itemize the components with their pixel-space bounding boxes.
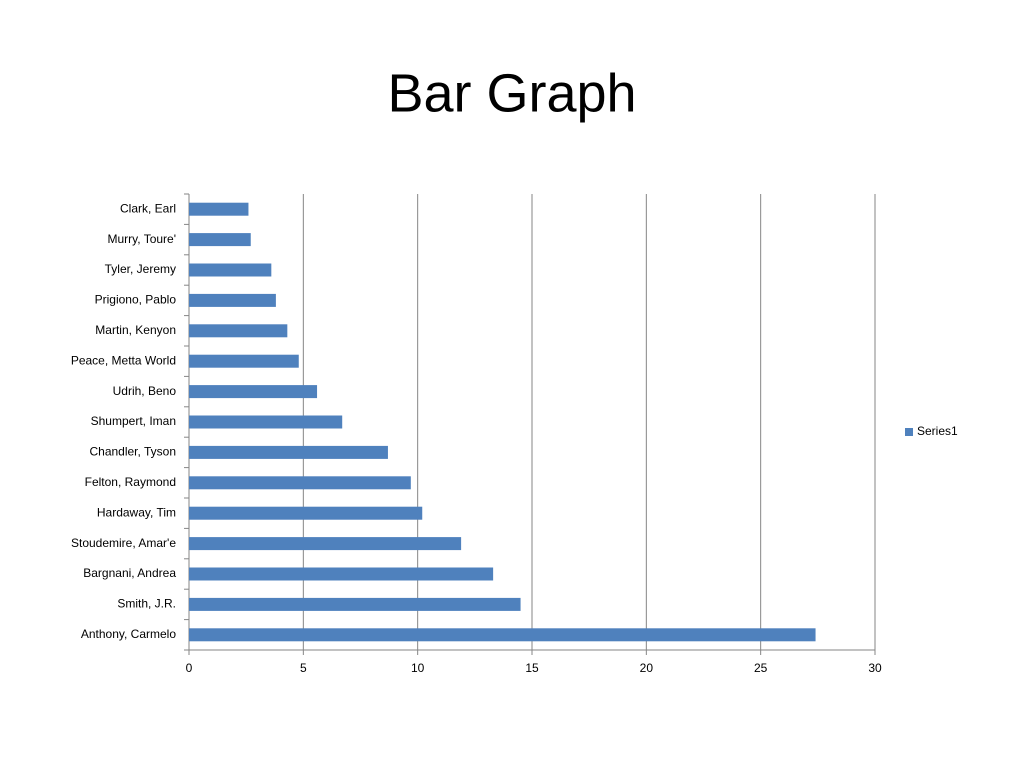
x-tick-label: 5 bbox=[300, 661, 307, 675]
y-tick-label: Bargnani, Andrea bbox=[83, 566, 176, 580]
y-tick-label: Udrih, Beno bbox=[113, 384, 177, 398]
y-tick-label: Murry, Toure' bbox=[107, 232, 176, 246]
bar bbox=[189, 476, 411, 490]
x-tick-label: 30 bbox=[868, 661, 882, 675]
y-tick-label: Chandler, Tyson bbox=[89, 445, 176, 459]
y-tick-label: Martin, Kenyon bbox=[95, 323, 176, 337]
bar bbox=[189, 324, 288, 338]
legend-swatch bbox=[905, 428, 913, 436]
legend-label: Series1 bbox=[917, 424, 958, 438]
y-tick-label: Hardaway, Tim bbox=[97, 505, 176, 519]
x-tick-label: 20 bbox=[640, 661, 654, 675]
y-tick-label: Tyler, Jeremy bbox=[105, 262, 176, 276]
bar bbox=[189, 506, 423, 520]
y-tick-label: Anthony, Carmelo bbox=[81, 627, 176, 641]
x-tick-label: 10 bbox=[411, 661, 425, 675]
y-tick-label: Prigiono, Pablo bbox=[95, 293, 177, 307]
bar bbox=[189, 202, 249, 216]
bar bbox=[189, 445, 388, 459]
bar bbox=[189, 567, 494, 581]
y-tick-label: Peace, Metta World bbox=[71, 353, 176, 367]
y-tick-label: Felton, Raymond bbox=[85, 475, 176, 489]
y-tick-label: Smith, J.R. bbox=[117, 597, 176, 611]
y-tick-label: Shumpert, Iman bbox=[91, 414, 176, 428]
y-tick-label: Clark, Earl bbox=[120, 201, 176, 215]
x-tick-label: 15 bbox=[525, 661, 539, 675]
y-tick-label: Stoudemire, Amar'e bbox=[71, 536, 176, 550]
bar bbox=[189, 537, 462, 551]
bar bbox=[189, 628, 816, 642]
chart-title: Bar Graph bbox=[387, 63, 636, 123]
x-tick-label: 0 bbox=[186, 661, 193, 675]
bar bbox=[189, 293, 276, 307]
bar bbox=[189, 415, 343, 429]
bar bbox=[189, 354, 299, 368]
x-tick-label: 25 bbox=[754, 661, 768, 675]
bar bbox=[189, 263, 272, 277]
bar bbox=[189, 597, 521, 611]
bar bbox=[189, 385, 318, 399]
bar bbox=[189, 233, 251, 247]
